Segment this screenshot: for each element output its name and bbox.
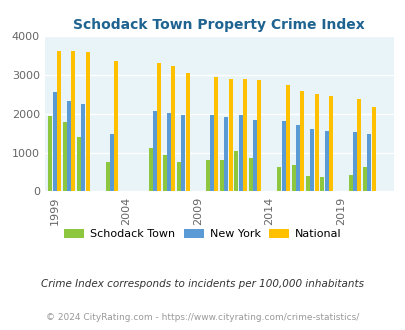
Bar	[234, 151, 238, 191]
Bar	[177, 162, 181, 191]
Bar	[62, 122, 66, 191]
Bar	[209, 115, 213, 191]
Bar	[367, 134, 371, 191]
Bar	[81, 104, 85, 191]
Bar	[299, 91, 303, 191]
Bar	[320, 177, 324, 191]
Bar	[228, 79, 232, 191]
Bar	[157, 63, 161, 191]
Bar	[281, 121, 285, 191]
Bar	[356, 99, 360, 191]
Bar	[162, 154, 166, 191]
Bar	[243, 79, 246, 191]
Title: Schodack Town Property Crime Index: Schodack Town Property Crime Index	[73, 18, 364, 32]
Bar	[48, 116, 52, 191]
Bar	[53, 92, 57, 191]
Bar	[220, 160, 224, 191]
Bar	[181, 115, 185, 191]
Bar	[305, 176, 309, 191]
Bar	[295, 125, 299, 191]
Bar	[77, 137, 81, 191]
Bar	[248, 158, 252, 191]
Bar	[152, 111, 156, 191]
Bar	[352, 132, 356, 191]
Bar	[309, 129, 313, 191]
Bar	[314, 94, 318, 191]
Bar	[171, 66, 175, 191]
Bar	[224, 116, 228, 191]
Bar	[214, 78, 218, 191]
Bar	[85, 52, 90, 191]
Bar	[238, 115, 242, 191]
Bar	[67, 101, 71, 191]
Bar	[291, 165, 295, 191]
Bar	[105, 162, 109, 191]
Bar	[285, 85, 289, 191]
Bar	[167, 114, 171, 191]
Text: © 2024 CityRating.com - https://www.cityrating.com/crime-statistics/: © 2024 CityRating.com - https://www.city…	[46, 313, 359, 322]
Bar	[110, 134, 114, 191]
Bar	[71, 51, 75, 191]
Bar	[57, 51, 61, 191]
Bar	[148, 148, 152, 191]
Text: Crime Index corresponds to incidents per 100,000 inhabitants: Crime Index corresponds to incidents per…	[41, 279, 364, 289]
Bar	[257, 80, 261, 191]
Bar	[328, 96, 332, 191]
Bar	[324, 131, 328, 191]
Bar	[252, 120, 256, 191]
Bar	[114, 61, 118, 191]
Bar	[185, 73, 189, 191]
Bar	[348, 175, 352, 191]
Bar	[362, 167, 366, 191]
Bar	[205, 160, 209, 191]
Legend: Schodack Town, New York, National: Schodack Town, New York, National	[60, 224, 345, 244]
Bar	[371, 107, 375, 191]
Bar	[277, 167, 281, 191]
